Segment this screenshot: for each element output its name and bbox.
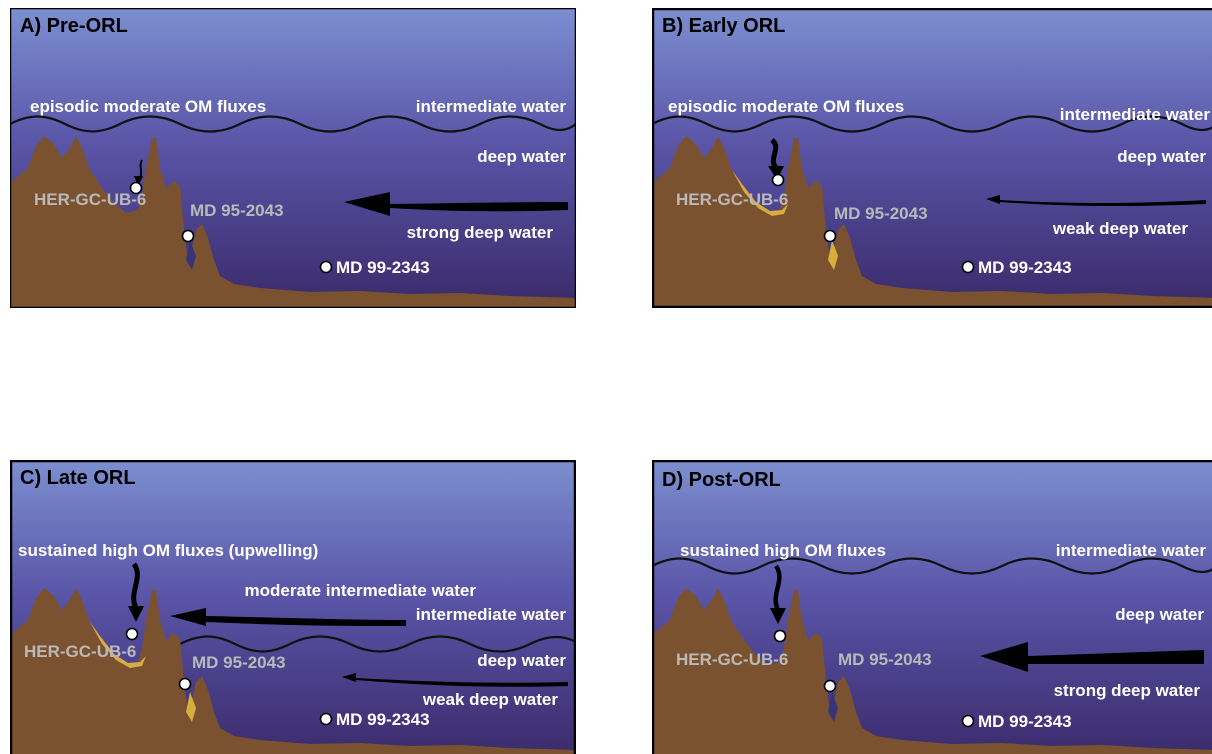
flow-label: strong deep water xyxy=(1054,681,1201,700)
site-label-her: HER-GC-UB-6 xyxy=(24,642,136,661)
om-flux-arrowhead xyxy=(768,166,784,180)
panel-early-orl: B) Early ORL episodic moderate OM fluxes… xyxy=(652,8,1212,308)
site-md-99-2343 xyxy=(961,714,975,728)
panel-title: C) Late ORL xyxy=(20,467,136,489)
seafloor xyxy=(10,588,576,754)
site-md-95-2043 xyxy=(823,679,837,693)
intermediate-water-boundary xyxy=(179,635,576,653)
om-flux-arrowhead xyxy=(128,606,144,622)
site-label-md95: MD 95-2043 xyxy=(192,653,286,672)
om-flux-label: sustained high OM fluxes (upwelling) xyxy=(18,541,318,560)
flow-label: strong deep water xyxy=(407,223,554,242)
seafloor xyxy=(10,136,576,308)
om-flux-label: sustained high OM fluxes xyxy=(680,541,886,560)
site-her-gc-ub-6 xyxy=(771,173,785,187)
intermediate-water-boundary xyxy=(652,115,1212,133)
panel-frame xyxy=(652,8,1212,307)
site-label-md99: MD 99-2343 xyxy=(978,712,1072,731)
strong-deep-water-arrow xyxy=(344,192,568,216)
om-flux-arrow xyxy=(770,138,779,170)
om-flux-arrowhead xyxy=(134,176,143,186)
flow-label: weak deep water xyxy=(422,690,559,709)
panel-frame xyxy=(10,460,576,754)
seafloor xyxy=(652,136,1212,308)
site-label-md99: MD 99-2343 xyxy=(978,258,1072,277)
site-her-gc-ub-6 xyxy=(125,627,139,641)
site-label-md95: MD 95-2043 xyxy=(190,201,284,220)
intermediate-water-label: intermediate water xyxy=(416,97,567,116)
moderate-intermediate-water-label: moderate intermediate water xyxy=(245,581,477,600)
intermediate-water-label: intermediate water xyxy=(1060,105,1211,124)
site-her-gc-ub-6 xyxy=(129,181,143,195)
site-label-md99: MD 99-2343 xyxy=(336,258,430,277)
om-flux-arrowhead xyxy=(770,608,786,624)
om-flux-label: episodic moderate OM fluxes xyxy=(30,97,266,116)
site-her-gc-ub-6 xyxy=(773,629,787,643)
weak-deep-water-arrow xyxy=(986,195,1206,207)
site-label-md95: MD 95-2043 xyxy=(838,650,932,669)
moderate-intermediate-water-arrow xyxy=(170,608,406,626)
om-flux-label: episodic moderate OM fluxes xyxy=(668,97,904,116)
site-md-95-2043 xyxy=(181,229,195,243)
strong-deep-water-arrow xyxy=(980,642,1204,672)
panel-frame xyxy=(652,460,1212,754)
weak-deep-water-arrow xyxy=(342,673,568,687)
panel-title: B) Early ORL xyxy=(662,15,785,37)
site-label-md95: MD 95-2043 xyxy=(834,204,928,223)
om-flux-arrow xyxy=(131,562,140,610)
intermediate-water-boundary xyxy=(652,557,1212,575)
trough-sediment xyxy=(186,240,196,270)
intermediate-water-label: intermediate water xyxy=(1056,541,1207,560)
deep-water-label: deep water xyxy=(1117,147,1206,166)
trough-sediment xyxy=(828,240,838,270)
panel-title: A) Pre-ORL xyxy=(20,15,128,37)
panel-post-orl: D) Post-ORL sustained high OM fluxes int… xyxy=(652,460,1212,754)
sediment-layer xyxy=(90,622,146,668)
deep-water-label: deep water xyxy=(1115,605,1204,624)
site-md-99-2343 xyxy=(319,712,333,726)
deep-water-label: deep water xyxy=(477,147,566,166)
site-md-95-2043 xyxy=(178,677,192,691)
panel-pre-orl: A) Pre-ORL episodic moderate OM fluxes i… xyxy=(10,8,576,308)
site-md-99-2343 xyxy=(961,260,975,274)
site-label-her: HER-GC-UB-6 xyxy=(676,650,788,669)
om-flux-arrow xyxy=(773,564,782,612)
panel-title: D) Post-ORL xyxy=(662,469,781,491)
panel-late-orl: C) Late ORL sustained high OM fluxes (up… xyxy=(10,460,576,754)
trough-sediment xyxy=(186,692,196,722)
site-md-95-2043 xyxy=(823,229,837,243)
flow-label: weak deep water xyxy=(1052,219,1189,238)
site-md-99-2343 xyxy=(319,260,333,274)
sediment-layer xyxy=(732,170,788,216)
seafloor xyxy=(652,588,1212,754)
deep-water-label: deep water xyxy=(477,651,566,670)
site-label-her: HER-GC-UB-6 xyxy=(34,190,146,209)
intermediate-water-boundary xyxy=(10,115,576,133)
site-label-md99: MD 99-2343 xyxy=(336,710,430,729)
trough-sediment xyxy=(828,692,838,722)
site-label-her: HER-GC-UB-6 xyxy=(676,190,788,209)
intermediate-water-label: intermediate water xyxy=(416,605,567,624)
